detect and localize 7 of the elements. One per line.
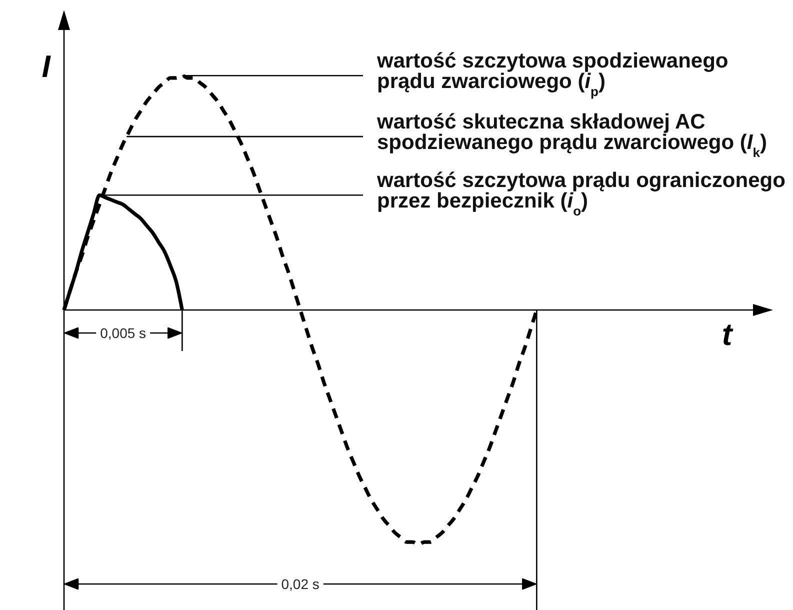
- y-axis-title: I: [42, 49, 52, 84]
- text: 0,02 s: [281, 576, 320, 592]
- x-axis-title: t: [722, 317, 734, 352]
- ref-line-label: wartość szczytowa spodziewanego prądu zwarciowego (i$_{p}$): [376, 50, 728, 99]
- ref-line-label: wartość skuteczna składowej AC spodziewanego prądu zwarciowego (I$_{k}$): [376, 110, 767, 160]
- ref-line-label: wartość szczytowa prądu ograniczonego przez bezpiecznik (i$_{o}$): [376, 169, 786, 218]
- annotation: 0,005 s: [100, 325, 146, 341]
